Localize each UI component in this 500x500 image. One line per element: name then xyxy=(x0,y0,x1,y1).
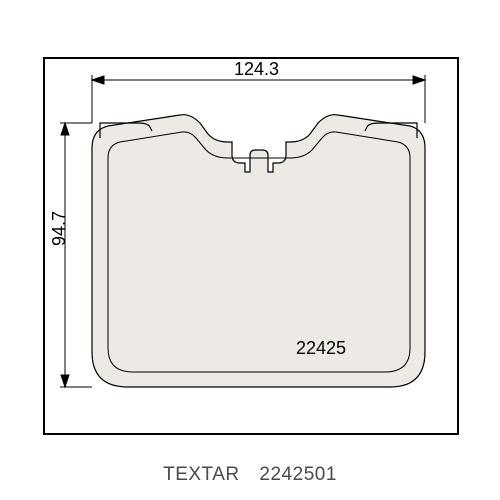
height-dimension xyxy=(60,123,92,387)
brake-pad-shape xyxy=(92,115,425,387)
width-value: 124.3 xyxy=(234,59,279,80)
height-value: 94.7 xyxy=(49,211,70,246)
footer-row: TEXTAR 2242501 xyxy=(0,464,500,486)
part-number: 22425 xyxy=(296,338,346,359)
brand-label: TEXTAR xyxy=(163,464,240,485)
sku-label: 2242501 xyxy=(259,464,336,485)
width-dimension xyxy=(92,75,425,123)
